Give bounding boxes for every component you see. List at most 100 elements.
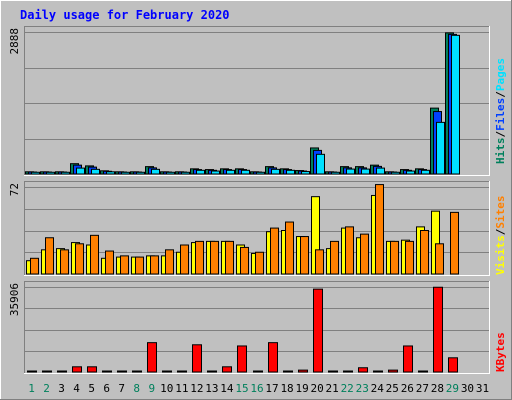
x-tick-label-day-19: 19 [295, 382, 308, 395]
bar-pages-day-25 [391, 171, 400, 175]
bar-kbytes-day-9 [147, 342, 157, 373]
y-max-label: 72 [8, 183, 21, 196]
x-tick-label-day-7: 7 [118, 382, 125, 395]
bar-kbytes-day-22 [343, 370, 353, 373]
chart-title: Daily usage for February 2020 [20, 8, 230, 22]
x-axis-labels: 1 2 3 4 5 6 7 8 9 10 11 12 13 14 15 16 17 18 19 20 21 22 23 24 2… [28, 382, 489, 395]
x-tick-label-day-3: 3 [58, 382, 65, 395]
bar-pages-day-13 [211, 170, 220, 175]
bar-kbytes-day-1 [27, 370, 37, 373]
bar-pages-day-16 [256, 171, 265, 175]
x-tick-label-day-5: 5 [88, 382, 95, 395]
legend-entry: Sites [494, 196, 507, 229]
bar-kbytes-day-28 [433, 286, 443, 373]
bar-pages-day-20 [316, 153, 325, 175]
bar-pages-day-21 [331, 171, 340, 175]
x-tick-label-day-15: 15 [235, 382, 248, 395]
bar-pages-day-17 [271, 168, 280, 175]
bar-pages-day-2 [46, 171, 55, 175]
x-tick-label-day-20: 20 [311, 382, 324, 395]
bar-sites-day-10 [165, 249, 174, 275]
bar-sites-day-18 [285, 221, 294, 275]
bar-sites-day-29 [450, 211, 459, 275]
x-tick-label-day-29: 29 [446, 382, 459, 395]
panel-visits-sites: 72 Visits/Sites [8, 181, 507, 276]
bar-kbytes-day-13 [207, 370, 217, 373]
legend-entry: Visits [494, 235, 507, 275]
bar-kbytes-day-14 [222, 366, 232, 373]
bar-sites-day-20 [315, 249, 324, 275]
bar-kbytes-day-16 [253, 370, 263, 373]
bar-pages-day-26 [406, 170, 415, 175]
bar-sites-day-27 [420, 230, 429, 275]
x-tick-label-day-31: 31 [476, 382, 489, 395]
bar-kbytes-day-23 [358, 367, 368, 373]
x-tick-label-day-8: 8 [133, 382, 140, 395]
bar-pages-day-11 [181, 171, 190, 175]
bar-sites-day-17 [270, 227, 279, 275]
x-tick-label-day-18: 18 [280, 382, 293, 395]
legend: Hits/Files/Pages [494, 58, 507, 164]
bar-kbytes-day-10 [162, 370, 172, 373]
bar-sites-day-28 [435, 243, 444, 275]
bar-sites-day-22 [345, 226, 354, 275]
bar-pages-day-9 [151, 168, 160, 175]
bar-pages-day-27 [421, 169, 430, 175]
x-tick-label-day-21: 21 [326, 382, 339, 395]
bar-sites-day-19 [300, 236, 309, 275]
x-tick-label-day-26: 26 [401, 382, 414, 395]
bar-pages-day-12 [196, 169, 205, 175]
x-tick-label-day-4: 4 [73, 382, 80, 395]
bar-sites-day-8 [135, 256, 144, 275]
bar-kbytes-day-27 [418, 370, 428, 373]
x-tick-label-day-22: 22 [341, 382, 354, 395]
x-tick-label-day-28: 28 [431, 382, 444, 395]
plot-area [24, 281, 490, 374]
bar-pages-day-1 [31, 171, 40, 175]
bar-kbytes-day-26 [403, 345, 413, 373]
bar-kbytes-day-2 [42, 370, 52, 373]
bar-pages-day-29 [451, 34, 460, 175]
y-max-label: 2888 [8, 28, 21, 55]
bar-pages-day-24 [376, 167, 385, 175]
x-tick-label-day-2: 2 [43, 382, 50, 395]
bar-pages-day-28 [436, 121, 445, 175]
bar-kbytes-day-21 [328, 370, 338, 373]
bar-kbytes-day-15 [237, 345, 247, 373]
bar-sites-day-2 [45, 237, 54, 275]
bar-sites-day-4 [75, 243, 84, 275]
panel-kbytes: 35906 KBytes [8, 281, 507, 374]
bar-sites-day-21 [330, 240, 339, 275]
bar-kbytes-day-20 [313, 288, 323, 373]
x-tick-label-day-17: 17 [265, 382, 278, 395]
bar-kbytes-day-17 [268, 342, 278, 373]
bar-kbytes-day-29 [448, 357, 458, 373]
bar-sites-day-26 [405, 240, 414, 275]
panels: 2888Hits/Files/Pages72Visits/Sites35906K… [8, 26, 507, 374]
series-pages [31, 34, 460, 175]
bar-sites-day-7 [120, 255, 129, 275]
legend-entry: Files [494, 98, 507, 131]
bar-pages-day-5 [91, 168, 100, 175]
legend-entry: Hits [494, 138, 507, 165]
bar-pages-day-19 [301, 171, 310, 175]
x-tick-label-day-9: 9 [148, 382, 155, 395]
bar-sites-day-3 [60, 249, 69, 275]
bar-pages-day-7 [121, 171, 130, 175]
bar-kbytes-day-5 [87, 366, 97, 373]
legend: KBytes [494, 332, 507, 372]
legend-entry: / [494, 131, 507, 138]
bar-pages-day-23 [361, 168, 370, 175]
x-tick-label-day-13: 13 [205, 382, 218, 395]
bar-sites-day-5 [90, 234, 99, 275]
bar-kbytes-day-12 [192, 344, 202, 373]
x-tick-label-day-14: 14 [220, 382, 234, 395]
bar-kbytes-day-4 [72, 366, 82, 373]
bar-pages-day-18 [286, 169, 295, 175]
x-tick-label-day-27: 27 [416, 382, 429, 395]
bar-pages-day-15 [241, 169, 250, 175]
bar-sites-day-16 [255, 251, 264, 275]
bar-kbytes-day-8 [132, 370, 142, 373]
x-tick-label-day-11: 11 [175, 382, 188, 395]
legend-entry: / [494, 228, 507, 235]
